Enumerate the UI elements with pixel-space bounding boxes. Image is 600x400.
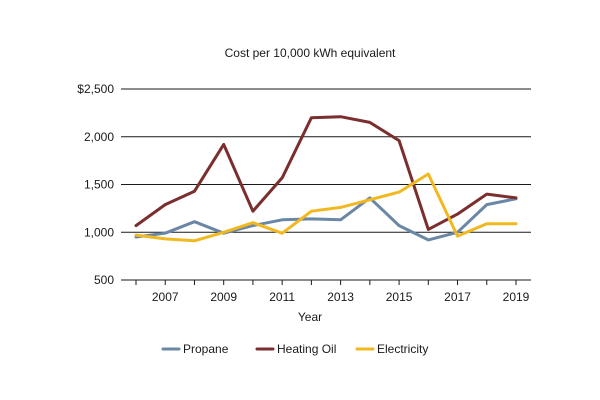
series-lines: [134, 115, 518, 243]
y-tick-label: 2,000: [84, 130, 114, 144]
x-tick-label: 2007: [152, 290, 179, 304]
legend-label-heating-oil: Heating Oil: [277, 342, 336, 356]
x-axis-tick-labels: 2007 2009 2011 2013 2015 2017 2019: [135, 280, 530, 304]
x-tick-label: 2013: [327, 290, 354, 304]
series-line-electricity: [134, 172, 518, 243]
y-tick-label: 500: [94, 273, 114, 287]
x-tick-label: 2017: [444, 290, 471, 304]
y-tick-label: $2,500: [77, 82, 114, 96]
grid-lines: [121, 88, 531, 281]
x-tick-label: 2009: [210, 290, 237, 304]
x-tick-label: 2011: [269, 290, 295, 304]
y-tick-label: 1,500: [84, 178, 114, 192]
series-line-propane: [134, 196, 518, 242]
x-tick-label: 2015: [386, 290, 413, 304]
legend-label-electricity: Electricity: [377, 342, 428, 356]
x-axis-label: Year: [298, 310, 322, 324]
y-tick-label: 1,000: [84, 225, 114, 239]
x-tick-label: 2019: [503, 290, 530, 304]
y-axis-tick-labels: $2,500 2,000 1,500 1,000 500: [77, 82, 114, 287]
legend-label-propane: Propane: [183, 342, 229, 356]
series-line-heating-oil: [134, 115, 518, 231]
legend: Propane Heating Oil Electricity: [161, 342, 428, 356]
chart-title: Cost per 10,000 kWh equivalent: [225, 46, 396, 60]
